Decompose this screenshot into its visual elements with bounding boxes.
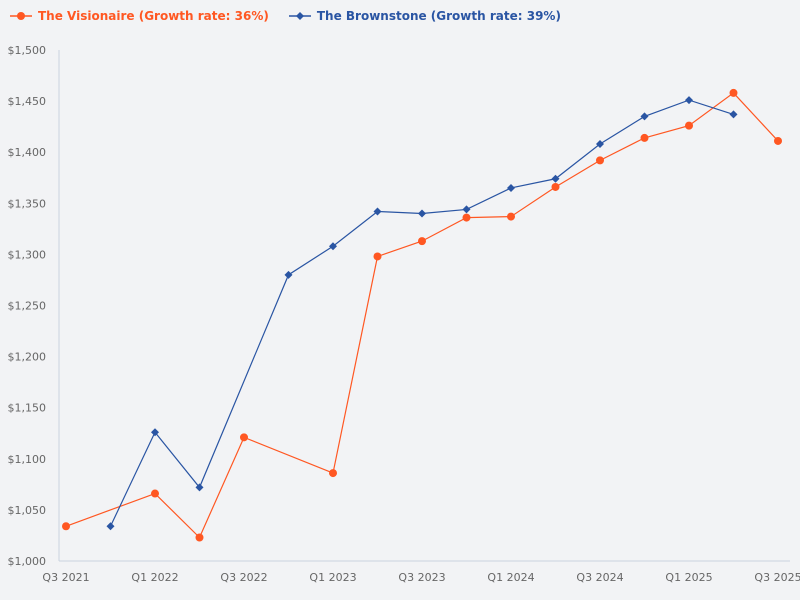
data-point bbox=[373, 252, 382, 261]
data-point bbox=[329, 242, 337, 251]
y-axis: $1,000 $1,050 $1,100 $1,150 $1,200 $1,250 $1,3… bbox=[8, 44, 60, 568]
data-point bbox=[373, 207, 382, 216]
legend-marker-diamond-icon bbox=[288, 12, 311, 20]
legend-marker-circle-icon bbox=[10, 12, 32, 20]
y-tick-label: $1,400 bbox=[8, 146, 47, 159]
data-point bbox=[329, 469, 337, 478]
y-tick-label: $1,350 bbox=[8, 197, 47, 210]
data-point bbox=[462, 213, 471, 222]
data-point bbox=[596, 140, 604, 149]
legend-item-brownstone[interactable]: The Brownstone (Growth rate: 39%) bbox=[288, 9, 561, 23]
data-point bbox=[195, 533, 204, 542]
data-point bbox=[462, 205, 471, 214]
data-point bbox=[195, 483, 204, 492]
data-point bbox=[507, 183, 515, 192]
x-tick-label: Q1 2023 bbox=[309, 571, 356, 584]
data-point bbox=[507, 212, 515, 221]
x-tick-label: Q3 2025 bbox=[754, 571, 800, 584]
data-point bbox=[418, 209, 426, 218]
y-tick-label: $1,250 bbox=[8, 300, 47, 313]
y-tick-label: $1,150 bbox=[8, 402, 47, 415]
data-point bbox=[151, 489, 159, 498]
data-point bbox=[774, 136, 782, 145]
data-point bbox=[284, 270, 293, 279]
data-point bbox=[151, 428, 159, 437]
x-tick-label: Q3 2024 bbox=[576, 571, 623, 584]
data-point bbox=[106, 522, 115, 531]
y-tick-label: $1,200 bbox=[8, 351, 47, 364]
legend: The Visionaire (Growth rate: 36%) The Br… bbox=[10, 9, 561, 23]
y-tick-label: $1,050 bbox=[8, 504, 47, 517]
series-1 bbox=[106, 96, 738, 531]
data-point bbox=[729, 88, 738, 97]
y-tick-label: $1,000 bbox=[8, 555, 47, 568]
data-point bbox=[551, 182, 560, 191]
data-point bbox=[685, 96, 693, 105]
y-tick-label: $1,500 bbox=[8, 44, 47, 57]
data-point bbox=[62, 522, 70, 531]
series-line bbox=[109, 99, 734, 527]
x-tick-label: Q1 2022 bbox=[131, 571, 178, 584]
data-point bbox=[640, 133, 649, 142]
x-tick-label: Q3 2022 bbox=[220, 571, 267, 584]
data-point bbox=[418, 237, 426, 246]
x-tick-label: Q3 2021 bbox=[42, 571, 89, 584]
legend-label: The Brownstone (Growth rate: 39%) bbox=[316, 9, 561, 23]
x-tick-label: Q3 2023 bbox=[398, 571, 445, 584]
x-axis: Q3 2021 Q1 2022 Q3 2022 Q1 2023 Q3 2023 Q1 20… bbox=[42, 560, 800, 584]
data-point bbox=[685, 121, 693, 130]
data-point bbox=[729, 110, 738, 119]
y-tick-label: $1,100 bbox=[8, 453, 47, 466]
series-0 bbox=[62, 88, 782, 542]
plot-area bbox=[62, 88, 782, 542]
legend-item-visionaire[interactable]: The Visionaire (Growth rate: 36%) bbox=[10, 9, 269, 23]
series-line bbox=[65, 92, 779, 539]
x-tick-label: Q1 2025 bbox=[665, 571, 712, 584]
data-point bbox=[551, 174, 560, 183]
y-tick-label: $1,300 bbox=[8, 248, 47, 261]
data-point bbox=[596, 156, 604, 165]
data-point bbox=[640, 112, 649, 121]
data-point bbox=[240, 433, 248, 442]
y-tick-label: $1,450 bbox=[8, 95, 47, 108]
x-tick-label: Q1 2024 bbox=[487, 571, 534, 584]
legend-label: The Visionaire (Growth rate: 36%) bbox=[38, 9, 269, 23]
